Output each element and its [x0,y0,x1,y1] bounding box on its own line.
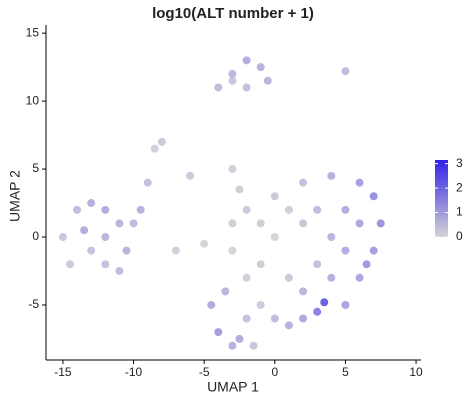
point [101,260,110,269]
x-tick-label: -10 [125,365,143,379]
point [369,246,378,255]
point [115,266,124,275]
point [87,246,96,255]
colorbar-tick-label: 3 [456,156,463,170]
point [341,205,350,214]
y-tick-label: 0 [32,229,39,243]
point [284,205,293,214]
point [341,246,350,255]
y-axis-label: UMAP 2 [7,170,23,222]
point [66,260,75,269]
y-tick-label: -5 [28,297,39,311]
x-axis-label: UMAP 1 [207,379,259,395]
x-tick-label: -5 [199,365,210,379]
point [355,219,364,228]
point [270,314,279,323]
point [87,199,96,208]
point [270,233,279,242]
point [171,246,180,255]
point [249,341,258,350]
point [129,219,138,228]
colorbar-tick-label: 0 [456,229,463,243]
point [284,273,293,282]
point [341,67,350,76]
point [228,246,237,255]
x-tick-label: -15 [54,365,72,379]
point [228,165,237,174]
point [299,219,308,228]
colorbar [435,160,448,237]
point [270,192,279,201]
point [320,298,329,307]
point [313,307,322,316]
colorbar-tick-label: 1 [456,205,463,219]
point [256,219,265,228]
point [376,219,385,228]
point [256,300,265,309]
point [313,260,322,269]
point [327,273,336,282]
point [228,69,237,78]
point [200,239,209,248]
point [299,287,308,296]
point [115,219,124,228]
point [228,341,237,350]
point [242,83,251,92]
point [101,233,110,242]
point [362,260,371,269]
x-tick-label: 5 [342,365,349,379]
point [369,192,378,201]
point [186,171,195,180]
x-tick-label: 0 [271,365,278,379]
point [122,246,131,255]
point [235,334,244,343]
point [101,205,110,214]
point [58,233,67,242]
y-tick-label: 15 [26,25,40,39]
point [228,76,237,85]
x-tick-label: 10 [409,365,423,379]
point [341,300,350,309]
point [284,321,293,330]
point [256,260,265,269]
y-tick-label: 5 [32,161,39,175]
point [327,233,336,242]
point [214,83,223,92]
point [327,171,336,180]
point [299,178,308,187]
point [242,56,251,65]
point [263,76,272,85]
point [313,205,322,214]
point [207,300,216,309]
point [73,205,82,214]
point [136,205,145,214]
point [256,63,265,72]
point [228,219,237,228]
point [143,178,152,187]
chart-title: log10(ALT number + 1) [152,5,314,22]
colorbar-tick-label: 2 [456,180,463,194]
point [150,144,159,153]
point [157,137,166,146]
point [355,273,364,282]
point [242,205,251,214]
point [221,287,230,296]
point [355,178,364,187]
point [242,314,251,323]
point [299,314,308,323]
point [242,273,251,282]
y-tick-label: 10 [26,93,40,107]
point [214,328,223,337]
point [80,226,89,235]
point [235,185,244,194]
